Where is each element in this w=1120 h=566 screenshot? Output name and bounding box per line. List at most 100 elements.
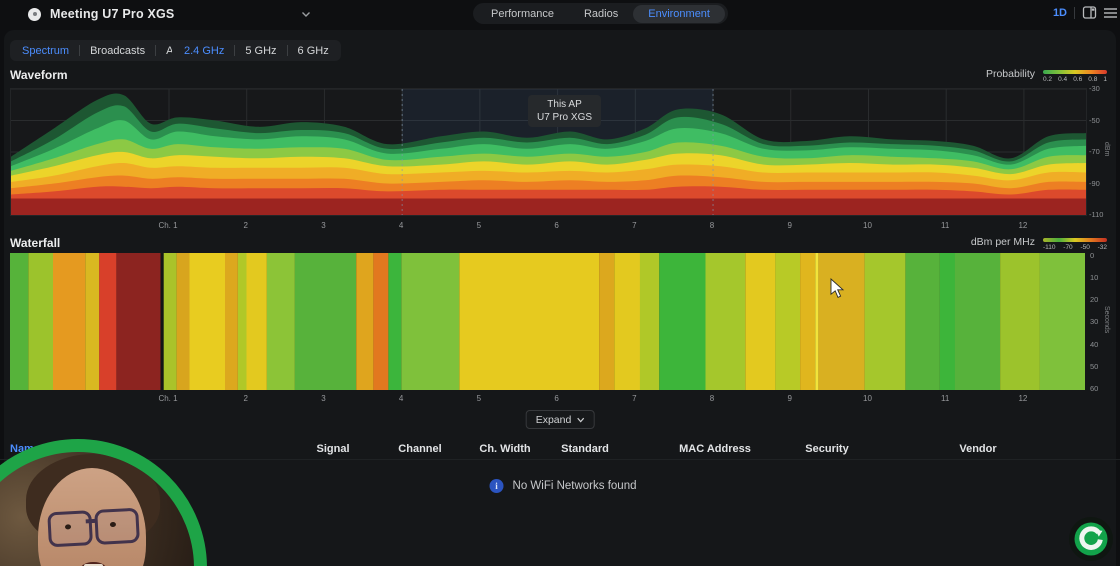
waterfall-svg	[10, 253, 1085, 390]
waterfall-legend: dBm per MHz -110 -70 -50 -32	[970, 236, 1107, 251]
scan-tab-broadcasts[interactable]: Broadcasts	[90, 44, 146, 57]
column-header-security[interactable]: Security	[805, 443, 849, 455]
probability-gradient-bar	[1043, 70, 1107, 74]
channel-label: 2	[243, 394, 248, 403]
waveform-chart[interactable]: This AP U7 Pro XGS	[10, 88, 1087, 216]
dbm-legend-ticks: -110 -70 -50 -32	[1043, 244, 1107, 251]
channel-label: 5	[476, 221, 482, 230]
time-range-button[interactable]: 1D	[1052, 6, 1067, 19]
channel-label: Ch. 1	[158, 394, 178, 403]
band-tab-5ghz[interactable]: 5 GHz	[245, 44, 277, 57]
ap-selector-dropdown[interactable]: Meeting U7 Pro XGS	[28, 4, 311, 24]
channel-label: 3	[321, 221, 326, 230]
waterfall-y-tick: 40	[1090, 339, 1099, 349]
dbm-tick: -70	[1063, 244, 1073, 251]
ap-name: Meeting U7 Pro XGS	[50, 7, 175, 21]
channel-label: 12	[1018, 221, 1028, 230]
channel-label: 8	[709, 221, 715, 230]
wifi-table-header: Name Signal Channel Ch. Width Standard M…	[0, 441, 1120, 460]
waveform-title: Waveform	[10, 68, 68, 82]
waveform-y-tick: -50	[1089, 115, 1100, 125]
column-header-standard[interactable]: Standard	[561, 443, 609, 455]
waterfall-legend-label: dBm per MHz	[970, 236, 1035, 248]
view-tabs: Performance Radios Environment	[473, 3, 728, 24]
channel-label: 3	[321, 394, 326, 403]
column-header-signal[interactable]: Signal	[316, 443, 350, 455]
separator	[286, 45, 288, 56]
column-header-vendor[interactable]: Vendor	[959, 443, 997, 455]
column-header-mac-address[interactable]: MAC Address	[679, 443, 751, 455]
channel-label: 7	[632, 221, 637, 230]
channel-label: 6	[554, 221, 559, 230]
separator	[155, 45, 157, 56]
channel-label: 4	[398, 394, 404, 403]
channel-label: 8	[709, 394, 715, 403]
expand-label: Expand	[535, 413, 572, 426]
column-header-ch-width[interactable]: Ch. Width	[479, 443, 531, 455]
empty-state: i No WiFi Networks found	[489, 479, 636, 493]
band-tab-2-4ghz[interactable]: 2.4 GHz	[184, 44, 225, 57]
waterfall-y-tick: 10	[1090, 272, 1099, 282]
probability-tick: 0.2	[1043, 76, 1053, 83]
tab-performance[interactable]: Performance	[491, 7, 554, 20]
dbm-gradient-bar	[1043, 238, 1107, 242]
waveform-y-unit: dBm	[1103, 142, 1110, 157]
channel-label: 11	[941, 394, 950, 403]
webcam-person-glasses	[47, 507, 141, 548]
expand-button[interactable]: Expand	[525, 410, 595, 429]
channel-label: 11	[941, 221, 950, 230]
waterfall-y-tick: 30	[1090, 317, 1099, 327]
band-tab-6ghz[interactable]: 6 GHz	[297, 44, 329, 57]
chevron-down-icon	[302, 12, 311, 17]
probability-tick: 0.8	[1088, 76, 1098, 83]
waterfall-title: Waterfall	[10, 236, 61, 250]
dbm-tick: -32	[1097, 244, 1107, 251]
channel-label: 6	[554, 394, 559, 403]
tab-radios[interactable]: Radios	[583, 7, 619, 20]
divider	[1074, 6, 1075, 19]
separator	[234, 45, 236, 56]
refresh-button[interactable]	[1069, 517, 1113, 561]
waterfall-y-tick: 50	[1090, 362, 1099, 372]
waterfall-chart[interactable]	[10, 253, 1085, 390]
waveform-y-tick: -90	[1089, 178, 1100, 188]
probability-tick: 0.6	[1073, 76, 1083, 83]
waveform-svg	[11, 89, 1086, 215]
layout-panel-icon[interactable]	[1082, 5, 1097, 20]
top-bar: Meeting U7 Pro XGS Performance Radios En…	[0, 0, 1120, 28]
band-segmented-control: 2.4 GHz 5 GHz 6 GHz	[172, 40, 341, 61]
channel-label: 10	[863, 394, 872, 403]
waterfall-y-tick: 20	[1090, 295, 1099, 305]
separator	[79, 45, 81, 56]
waterfall-y-tick: 0	[1090, 250, 1095, 260]
channel-label: 9	[787, 221, 792, 230]
channel-label: 2	[243, 221, 248, 230]
probability-legend-ticks: 0.2 0.4 0.6 0.8 1	[1043, 76, 1107, 83]
column-header-channel[interactable]: Channel	[398, 443, 442, 455]
topbar-actions: 1D	[1053, 5, 1118, 20]
dbm-tick: -110	[1043, 244, 1056, 251]
waveform-legend: Probability 0.2 0.4 0.6 0.8 1	[985, 68, 1107, 83]
probability-tick: 1	[1103, 76, 1107, 83]
webcam-overlay	[0, 439, 207, 566]
this-ap-tooltip: This AP U7 Pro XGS	[528, 95, 602, 127]
menu-icon[interactable]	[1104, 7, 1118, 19]
waveform-y-tick: -70	[1089, 147, 1100, 156]
waveform-y-tick: -110	[1089, 210, 1104, 219]
channel-label: 10	[863, 221, 872, 230]
channel-label: 5	[476, 394, 482, 403]
webcam-person-mouth	[80, 562, 107, 566]
tab-environment[interactable]: Environment	[633, 4, 725, 23]
waveform-layer-probability-0-9	[11, 198, 1086, 215]
waterfall-y-unit: Seconds	[1103, 306, 1110, 334]
tooltip-line2: U7 Pro XGS	[537, 112, 593, 123]
refresh-icon	[1074, 522, 1108, 556]
channel-label: 7	[632, 394, 637, 403]
dbm-tick: -50	[1080, 244, 1090, 251]
probability-tick: 0.4	[1058, 76, 1068, 83]
info-icon: i	[489, 479, 504, 493]
scan-tab-spectrum[interactable]: Spectrum	[22, 44, 70, 57]
waveform-legend-label: Probability	[985, 68, 1035, 80]
channel-label: 4	[398, 221, 404, 230]
